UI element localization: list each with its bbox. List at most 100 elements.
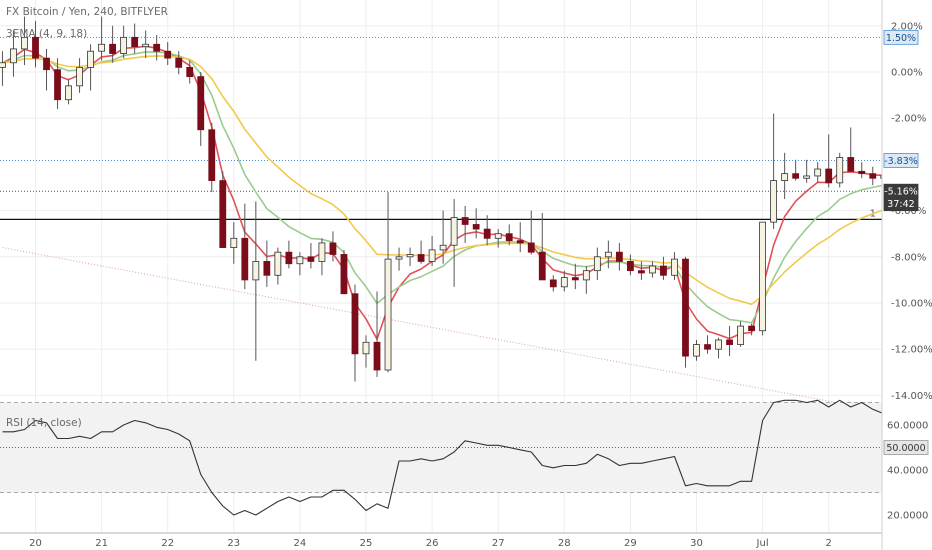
candle-body <box>175 57 183 68</box>
rsi-line <box>2 399 896 516</box>
candle-body <box>571 277 579 281</box>
candle <box>197 72 205 146</box>
price-tag: 37:42 <box>883 196 919 212</box>
candle-body <box>351 293 359 355</box>
candle-body <box>748 325 755 332</box>
candle <box>737 321 744 347</box>
price-tag-box <box>883 196 919 212</box>
candle <box>406 247 414 267</box>
price-tag-label: 37:42 <box>887 199 914 210</box>
legend-indicator: 3EMA (4, 9, 18) <box>6 28 87 40</box>
candle <box>770 113 778 230</box>
candle-body <box>109 43 117 54</box>
candle <box>483 215 491 246</box>
candle-body <box>428 249 436 262</box>
candle-body <box>516 240 524 244</box>
candle <box>76 58 83 93</box>
candle-body <box>219 180 227 248</box>
price-tag-box <box>883 29 919 45</box>
y-tick-label: -12.00% <box>891 345 932 356</box>
candle-body <box>241 237 249 281</box>
candle <box>516 222 524 253</box>
ema-line-18 <box>2 55 895 306</box>
candle-body <box>715 339 722 350</box>
candle-body <box>285 251 293 265</box>
x-tick-label: 25 <box>360 538 373 549</box>
x-tick-label: 24 <box>294 538 307 549</box>
candle <box>274 247 282 285</box>
candle-body <box>825 168 833 184</box>
candle <box>615 242 623 271</box>
candle-body <box>483 228 491 239</box>
x-tick-label: 23 <box>227 538 240 549</box>
candle <box>604 240 612 269</box>
candle-body <box>549 279 557 288</box>
rsi-panel <box>0 399 896 516</box>
y-tick-label: -2.00% <box>891 114 926 125</box>
rsi-y-tick-label: 60.0000 <box>887 421 928 432</box>
candle <box>395 247 403 271</box>
candle-body <box>252 261 260 281</box>
candle-body <box>814 168 822 177</box>
candle-body <box>858 170 866 175</box>
candle <box>582 266 590 294</box>
x-tick-label: 28 <box>558 538 571 549</box>
candle-body <box>318 242 326 262</box>
candle <box>329 231 337 262</box>
candle <box>527 210 535 255</box>
candle-body <box>538 251 546 281</box>
candle-body <box>98 43 105 52</box>
candle-body <box>186 66 194 78</box>
candle <box>120 25 128 59</box>
rsi-current-tag-box <box>883 440 929 455</box>
candle <box>0 51 6 86</box>
candle-body <box>638 270 645 274</box>
candle <box>825 134 833 188</box>
candle-body <box>21 36 28 50</box>
candle <box>65 78 72 105</box>
candle <box>627 254 634 276</box>
candle <box>109 25 117 63</box>
candle-body <box>65 85 72 101</box>
candle <box>836 152 844 188</box>
candle <box>164 41 172 66</box>
candle-body <box>615 251 623 262</box>
price-tag: -5.16% <box>883 183 919 199</box>
candle <box>219 171 227 248</box>
candle <box>726 326 733 357</box>
candle <box>704 335 711 354</box>
candle-body <box>153 43 161 52</box>
candle <box>814 162 822 183</box>
candle-body <box>120 36 128 54</box>
candle-body <box>43 57 50 71</box>
candle <box>638 261 645 280</box>
ema-line-9 <box>2 50 895 324</box>
candle-body <box>230 237 238 248</box>
candle-body <box>869 173 877 179</box>
candle-body <box>770 180 778 223</box>
candle-body <box>296 256 304 265</box>
candle <box>505 224 513 246</box>
candle <box>285 240 293 269</box>
candle <box>32 21 39 68</box>
candle-body <box>263 261 271 276</box>
candle-body <box>693 344 700 357</box>
rsi-current-tag-label: 50.0000 <box>886 443 925 454</box>
candle-body <box>76 66 83 87</box>
candle <box>307 242 315 269</box>
candle <box>847 127 855 172</box>
x-tick-label: 22 <box>161 538 174 549</box>
candle-body <box>329 242 337 255</box>
candle-body <box>649 265 656 274</box>
candle <box>10 30 17 77</box>
candle-body <box>208 129 216 181</box>
candle-body <box>142 43 150 47</box>
candle-body <box>395 256 403 260</box>
candle-body <box>87 50 94 68</box>
y-tick-label: -8.00% <box>891 252 926 263</box>
candle-body <box>560 277 568 288</box>
candle-body <box>274 251 282 276</box>
candle <box>362 335 370 368</box>
x-tick-label: 30 <box>690 538 703 549</box>
